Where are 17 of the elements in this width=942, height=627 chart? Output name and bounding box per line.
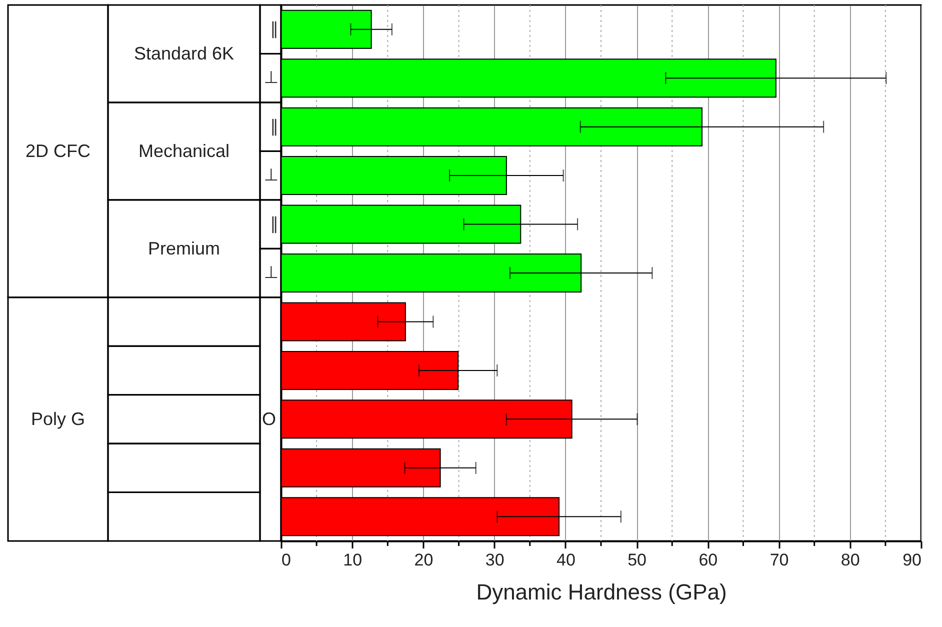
x-tick-label: 20	[414, 550, 434, 570]
x-tick-label: 30	[485, 550, 504, 570]
y-tick-label: ∥	[270, 116, 278, 137]
x-tick-label: 80	[840, 550, 860, 570]
x-tick-label: 0	[282, 550, 291, 570]
x-tick-label: 60	[698, 550, 718, 570]
x-tick-label: 40	[556, 550, 576, 570]
y-tick-label: ⊥	[264, 68, 278, 88]
x-tick-label: 50	[628, 550, 647, 570]
y-tick-label: ∥	[270, 214, 278, 234]
y-tick-label: ⊥	[264, 166, 278, 186]
y-tick-label: ∥	[270, 19, 278, 40]
x-tick-label: 90	[902, 550, 922, 570]
x-tick-label: 10	[343, 550, 362, 570]
x-axis-title: Dynamic Hardness (GPa)	[476, 580, 727, 604]
y-tick-label: ⊥	[264, 263, 278, 283]
x-tick-label: 70	[770, 550, 789, 570]
